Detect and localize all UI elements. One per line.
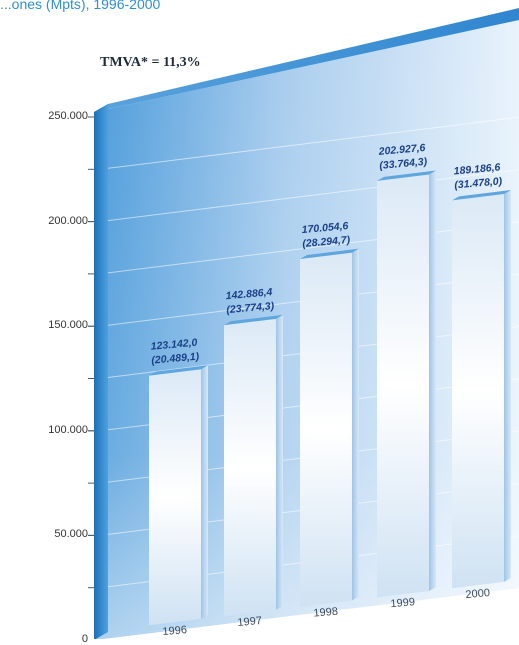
chart-caption: ...ones (Mpts), 1996-2000 <box>0 0 161 12</box>
bar-label-group: 202.927,6(33.764,3) <box>377 142 428 172</box>
bar-top <box>452 190 511 201</box>
chart-left-side <box>94 104 108 639</box>
bar-side <box>201 365 208 619</box>
x-label-group: 2000 <box>465 587 490 601</box>
bar <box>224 318 276 617</box>
bar-value-label: 142.886,4 <box>225 286 273 302</box>
bar-top <box>377 170 436 181</box>
chart-top-edge <box>94 8 519 112</box>
bar-side <box>276 314 283 610</box>
bar-secondary-label: (28.294,7) <box>302 234 351 250</box>
bar-top <box>300 248 359 260</box>
bar <box>452 194 504 589</box>
x-label-group: 1997 <box>237 615 262 629</box>
bar <box>300 252 352 607</box>
bar-side <box>429 170 436 592</box>
bar-secondary-label: (23.774,3) <box>226 300 275 316</box>
bar-top <box>149 365 208 376</box>
bar-secondary-label: (33.764,3) <box>379 156 428 172</box>
y-tick-label: 0 <box>81 633 88 645</box>
y-tick-label: 50.000 <box>54 528 88 541</box>
bar-top <box>224 314 283 326</box>
x-label-group: 1999 <box>390 596 415 610</box>
tmva-annotation: TMVA* = 11,3% <box>100 55 201 70</box>
bar <box>377 174 429 598</box>
x-tick-label: 1999 <box>390 596 415 610</box>
y-tick-label: 100.000 <box>48 423 88 436</box>
x-label-group: 1996 <box>162 624 187 638</box>
bar-value-label: 123.142,0 <box>150 337 198 353</box>
y-tick-label: 200.000 <box>48 214 88 227</box>
x-label-group: 1998 <box>313 606 338 620</box>
y-tick-label: 150.000 <box>48 319 88 332</box>
bar-label-group: 123.142,0(20.489,1) <box>150 337 200 367</box>
grid-line <box>107 116 519 169</box>
bar-side <box>352 248 359 601</box>
x-tick-label: 1998 <box>313 606 338 620</box>
bar-side <box>504 190 511 582</box>
x-tick-label: 1997 <box>237 615 262 629</box>
grid-line <box>107 169 519 222</box>
bar-secondary-label: (20.489,1) <box>151 351 200 367</box>
y-tick-label: 250.000 <box>48 110 88 122</box>
bar <box>149 369 201 626</box>
grid-line <box>107 221 519 274</box>
x-tick-label: 1996 <box>162 624 187 638</box>
bar-label-group: 189.186,6(31.478,0) <box>453 161 503 191</box>
bar-label-group: 142.886,4(23.774,3) <box>225 286 275 316</box>
bar-secondary-label: (31.478,0) <box>454 175 503 191</box>
x-tick-label: 2000 <box>465 587 490 601</box>
bar-label-group: 170.054,6(28.294,7) <box>301 220 351 250</box>
bar-value-label: 189.186,6 <box>453 161 501 177</box>
bar-value-label: 170.054,6 <box>301 220 349 236</box>
bar-value-label: 202.927,6 <box>377 142 426 158</box>
